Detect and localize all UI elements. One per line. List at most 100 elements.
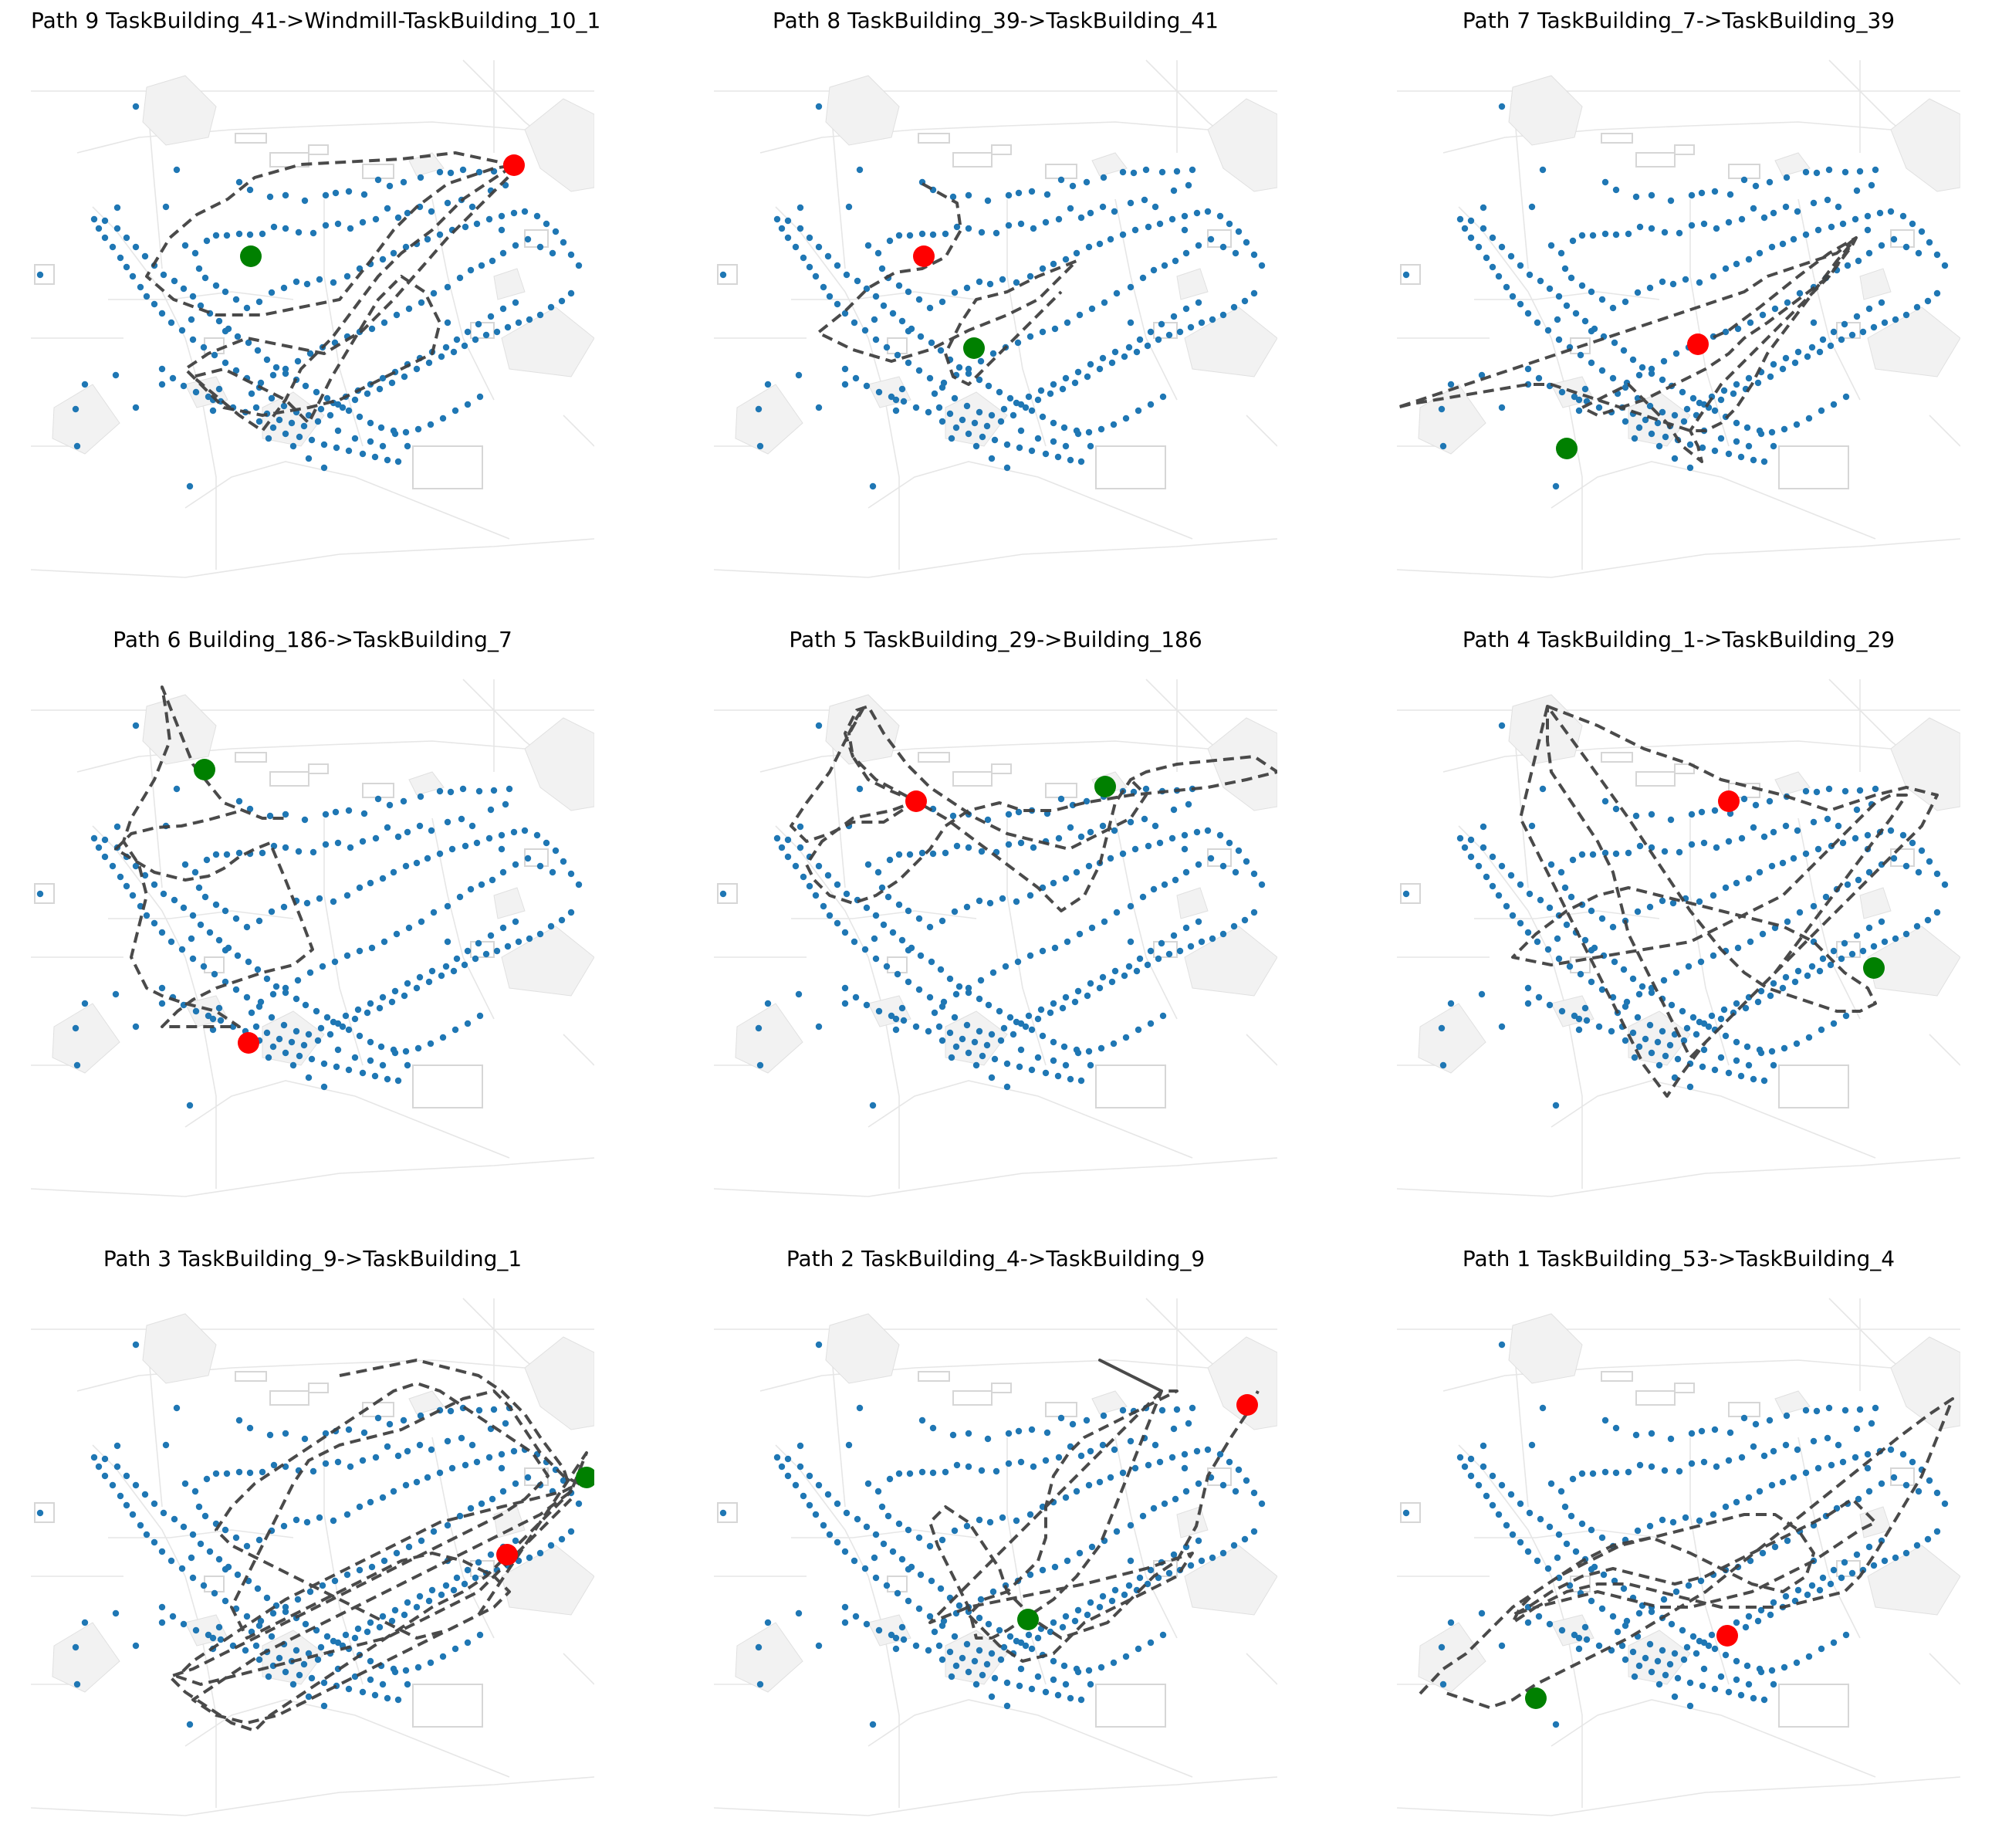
- building-point: [388, 998, 396, 1006]
- building-point: [1517, 881, 1524, 888]
- building-point: [72, 1024, 79, 1032]
- building-point: [235, 849, 243, 857]
- building-point: [404, 828, 411, 836]
- building-point: [416, 1441, 424, 1449]
- building-point: [417, 793, 424, 800]
- building-point: [951, 1633, 959, 1640]
- building-point: [1051, 944, 1059, 952]
- building-point: [189, 1574, 197, 1582]
- building-point: [342, 1631, 350, 1639]
- building-point: [826, 293, 834, 300]
- building-point: [1097, 1664, 1105, 1671]
- building-point: [1661, 848, 1669, 855]
- building-point: [234, 952, 242, 960]
- building-point: [1683, 405, 1691, 413]
- building-point: [1634, 1527, 1642, 1535]
- building-footprint: [825, 1313, 900, 1384]
- building-point: [1005, 191, 1013, 199]
- building-point: [1918, 847, 1926, 855]
- building-point: [225, 944, 232, 952]
- building-point: [1136, 1574, 1144, 1582]
- building-point: [1147, 401, 1155, 408]
- building-point: [112, 371, 120, 379]
- building-point: [1767, 373, 1774, 381]
- building-point: [841, 1000, 849, 1007]
- building-point: [1700, 839, 1708, 847]
- building-point: [515, 1557, 522, 1565]
- building-point: [1618, 1642, 1626, 1650]
- building-point: [1856, 168, 1864, 175]
- building-point: [1865, 305, 1873, 313]
- building-point: [905, 907, 912, 915]
- building-point: [1076, 311, 1084, 319]
- building-point: [1475, 862, 1483, 870]
- building-outline: [269, 1390, 309, 1406]
- building-point: [1865, 1543, 1873, 1551]
- building-point: [1578, 232, 1586, 239]
- building-point: [1498, 103, 1506, 110]
- start-marker: [240, 245, 262, 267]
- building-point: [863, 382, 871, 390]
- building-point: [1578, 851, 1586, 858]
- building-point: [1113, 909, 1121, 916]
- building-point: [512, 861, 519, 868]
- building-point: [1498, 862, 1506, 870]
- building-point: [282, 365, 289, 373]
- building-point: [1483, 254, 1490, 262]
- building-point: [1084, 1611, 1091, 1619]
- building-point: [246, 805, 254, 813]
- building-point: [826, 912, 834, 919]
- building-point: [854, 277, 861, 285]
- building-point: [1793, 1040, 1801, 1048]
- building-point: [427, 1040, 435, 1048]
- building-point: [851, 1557, 858, 1565]
- building-point: [1699, 1063, 1706, 1071]
- building-point: [1503, 283, 1510, 291]
- building-outline: [470, 941, 495, 958]
- building-point: [1760, 1077, 1768, 1085]
- building-point: [1767, 992, 1774, 1000]
- building-point: [234, 333, 242, 340]
- building-point: [1195, 1537, 1202, 1545]
- building-point: [1711, 188, 1719, 195]
- building-point: [402, 428, 410, 436]
- building-point: [1642, 1035, 1649, 1043]
- building-point: [1517, 919, 1524, 927]
- building-point: [90, 215, 98, 223]
- building-point: [926, 1542, 934, 1550]
- building-point: [524, 855, 532, 862]
- building-point: [1575, 1634, 1583, 1642]
- building-point: [1722, 1032, 1730, 1040]
- building-point: [379, 1613, 387, 1620]
- building-point: [1743, 1662, 1751, 1670]
- building-point: [215, 1623, 223, 1631]
- building-point: [330, 279, 337, 286]
- building-point: [988, 1693, 996, 1701]
- building-footprint: [501, 306, 594, 377]
- building-point: [1050, 1000, 1057, 1007]
- building-point: [1700, 1639, 1708, 1647]
- building-point: [905, 288, 912, 296]
- building-point: [972, 1680, 980, 1688]
- building-point: [1555, 293, 1563, 300]
- building-point: [1757, 430, 1765, 438]
- building-point: [282, 989, 289, 997]
- building-point: [946, 1648, 954, 1656]
- base-map: [714, 679, 1277, 1197]
- building-point: [1779, 365, 1787, 373]
- building-point: [252, 1642, 260, 1650]
- building-point: [1841, 1559, 1848, 1566]
- street-line: [1397, 538, 1960, 578]
- building-point: [1686, 441, 1694, 448]
- building-point: [1204, 827, 1212, 834]
- building-point: [402, 1048, 410, 1055]
- building-point: [1859, 328, 1867, 336]
- building-point: [1170, 187, 1178, 195]
- building-point: [345, 1066, 353, 1074]
- building-point: [300, 1660, 308, 1668]
- building-point: [1250, 909, 1258, 916]
- building-point: [1096, 984, 1104, 992]
- building-point: [217, 1636, 225, 1643]
- building-point: [235, 797, 243, 805]
- building-point: [268, 394, 276, 402]
